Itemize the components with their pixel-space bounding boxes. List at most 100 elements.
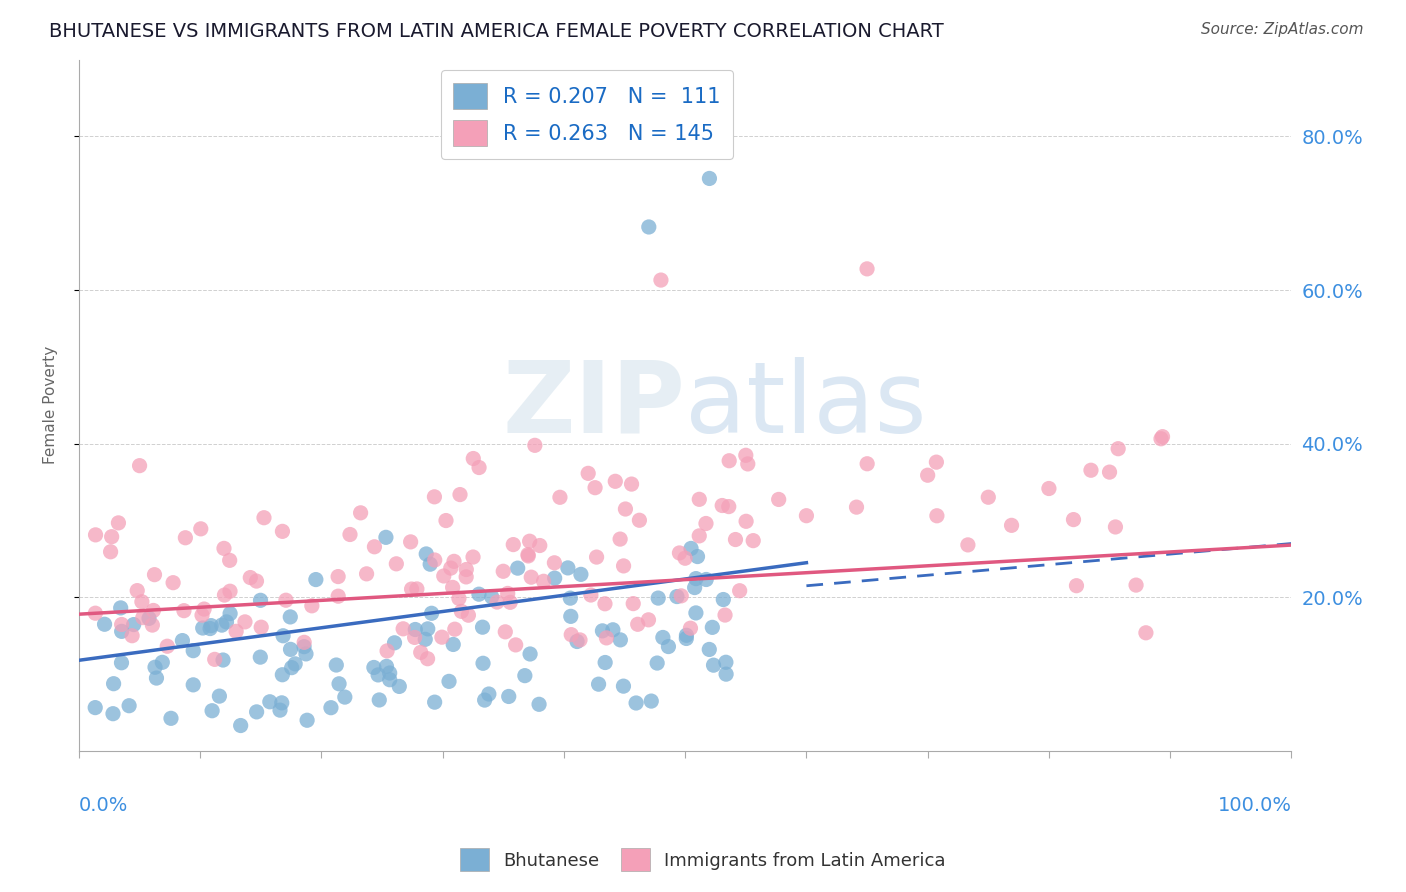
Point (702, 658, 724, 673)
Text: 0.0%: 0.0% (79, 796, 128, 815)
Point (200, 618, 222, 632)
Point (533, 574, 555, 589)
Point (384, 636, 406, 650)
Point (437, 674, 460, 689)
Point (1000, 518, 1022, 533)
Point (956, 538, 979, 552)
Point (367, 668, 389, 682)
Point (375, 644, 398, 658)
Point (565, 634, 588, 648)
Point (401, 582, 423, 596)
Point (239, 570, 262, 584)
Point (103, 676, 125, 690)
Point (673, 551, 696, 566)
Point (253, 510, 276, 524)
Point (675, 628, 697, 642)
Point (204, 652, 226, 666)
Point (301, 599, 323, 613)
Point (193, 602, 215, 616)
Point (498, 690, 520, 704)
Point (685, 572, 707, 586)
Point (679, 621, 702, 635)
Point (245, 574, 267, 588)
Y-axis label: Female Poverty: Female Poverty (44, 346, 58, 465)
Text: ZIP: ZIP (502, 357, 685, 454)
Point (174, 531, 197, 545)
Point (127, 583, 149, 598)
Point (977, 490, 1000, 504)
Point (409, 645, 432, 659)
Point (305, 573, 328, 587)
Point (651, 631, 673, 645)
Point (218, 553, 240, 567)
Point (609, 632, 631, 647)
Point (325, 658, 347, 673)
Point (519, 647, 541, 661)
Point (742, 533, 765, 548)
Point (478, 687, 501, 701)
Point (420, 607, 443, 621)
Point (110, 601, 132, 615)
Point (683, 581, 706, 595)
Point (679, 541, 702, 556)
Point (695, 573, 717, 587)
Text: Source: ZipAtlas.com: Source: ZipAtlas.com (1201, 22, 1364, 37)
Point (486, 595, 509, 609)
Point (356, 566, 378, 581)
Point (605, 475, 627, 489)
Point (101, 706, 124, 721)
Point (1066, 579, 1088, 593)
Point (270, 696, 292, 710)
Point (449, 487, 471, 501)
Point (143, 567, 166, 582)
Point (328, 677, 350, 691)
Point (627, 617, 650, 632)
Point (295, 647, 318, 661)
Point (274, 593, 297, 607)
Point (714, 667, 737, 681)
Point (645, 656, 668, 670)
Point (138, 611, 160, 625)
Point (614, 502, 637, 516)
Point (271, 524, 294, 539)
Point (430, 630, 453, 644)
Point (441, 581, 464, 595)
Point (657, 640, 679, 654)
Point (595, 631, 617, 645)
Point (718, 454, 741, 468)
Point (333, 690, 356, 704)
Point (585, 550, 607, 565)
Point (517, 548, 540, 562)
Point (142, 603, 165, 617)
Point (423, 695, 446, 709)
Point (471, 620, 494, 634)
Point (685, 606, 707, 620)
Point (609, 532, 631, 546)
Point (925, 455, 948, 469)
Point (416, 651, 439, 665)
Point (131, 595, 153, 609)
Point (468, 587, 491, 601)
Point (496, 586, 519, 600)
Point (128, 458, 150, 473)
Point (233, 615, 256, 629)
Point (122, 617, 145, 632)
Point (246, 705, 269, 719)
Point (363, 540, 385, 554)
Point (544, 571, 567, 585)
Point (374, 530, 396, 544)
Point (569, 567, 592, 582)
Point (845, 500, 868, 515)
Point (695, 516, 717, 531)
Point (686, 549, 709, 564)
Point (579, 588, 602, 602)
Point (519, 534, 541, 549)
Point (423, 553, 446, 567)
Point (447, 591, 470, 606)
Point (917, 468, 939, 483)
Point (620, 477, 643, 491)
Point (443, 554, 465, 568)
Point (415, 547, 437, 561)
Point (280, 660, 302, 674)
Point (502, 538, 524, 552)
